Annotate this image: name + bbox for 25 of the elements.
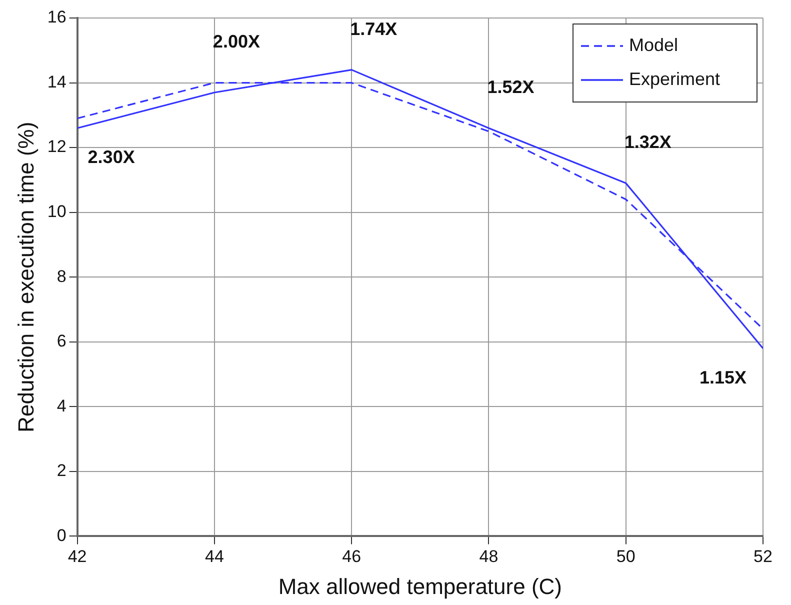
x-axis-title: Max allowed temperature (C) xyxy=(278,574,562,599)
y-tick-label: 12 xyxy=(47,137,66,156)
x-tick-label: 42 xyxy=(68,547,87,566)
legend-label: Experiment xyxy=(629,68,720,89)
x-tick-label: 44 xyxy=(204,547,224,566)
annotation: 2.00X xyxy=(212,32,260,52)
annotation: 1.32X xyxy=(624,132,672,152)
x-tick-label: 50 xyxy=(616,547,636,566)
y-tick-label: 2 xyxy=(56,461,66,480)
y-tick-label: 8 xyxy=(56,266,66,286)
y-tick-label: 6 xyxy=(56,332,66,351)
y-tick-label: 0 xyxy=(56,526,66,545)
y-tick-label: 16 xyxy=(47,8,66,27)
y-tick-label: 4 xyxy=(56,396,66,416)
x-tick-label: 52 xyxy=(754,547,772,566)
y-tick-label: 14 xyxy=(47,72,66,92)
annotation: 2.30X xyxy=(88,147,135,168)
y-axis-title: Reduction in execution time (%) xyxy=(13,122,38,432)
legend-label: Model xyxy=(629,34,678,55)
y-tick-label: 10 xyxy=(47,202,66,222)
x-tick-label: 46 xyxy=(342,547,362,566)
x-tick-label: 48 xyxy=(479,547,498,566)
annotation: 1.52X xyxy=(487,77,534,98)
annotation: 1.15X xyxy=(699,367,747,388)
annotation: 1.74X xyxy=(350,18,398,39)
